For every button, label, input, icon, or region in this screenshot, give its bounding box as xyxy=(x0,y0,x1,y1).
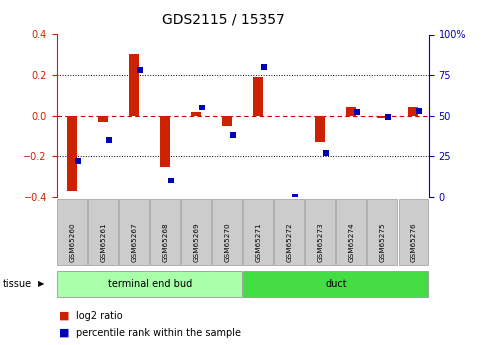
Bar xyxy=(181,199,211,265)
Bar xyxy=(337,199,366,265)
Text: GSM65272: GSM65272 xyxy=(286,222,292,262)
Bar xyxy=(292,194,298,199)
Bar xyxy=(129,54,139,116)
Bar xyxy=(244,270,428,297)
Bar xyxy=(106,137,111,143)
Bar xyxy=(261,64,267,70)
Text: ■: ■ xyxy=(59,328,70,338)
Bar xyxy=(199,105,205,110)
Text: GSM65273: GSM65273 xyxy=(317,222,323,262)
Bar xyxy=(354,109,360,115)
Bar xyxy=(306,199,335,265)
Bar xyxy=(367,199,397,265)
Bar xyxy=(57,199,87,265)
Text: ▶: ▶ xyxy=(38,279,44,288)
Bar xyxy=(57,270,242,297)
Bar xyxy=(316,116,325,142)
Text: GSM65271: GSM65271 xyxy=(255,222,261,262)
Bar xyxy=(212,199,242,265)
Text: percentile rank within the sample: percentile rank within the sample xyxy=(76,328,242,338)
Text: log2 ratio: log2 ratio xyxy=(76,311,123,321)
Text: GSM65275: GSM65275 xyxy=(380,222,386,262)
Bar xyxy=(160,116,170,167)
Text: GSM65267: GSM65267 xyxy=(131,222,137,262)
Bar xyxy=(378,116,387,118)
Text: GDS2115 / 15357: GDS2115 / 15357 xyxy=(162,12,284,26)
Bar xyxy=(230,132,236,138)
Bar xyxy=(385,114,391,120)
Bar xyxy=(119,199,149,265)
Bar xyxy=(67,116,77,190)
Text: GSM65260: GSM65260 xyxy=(69,222,75,262)
Text: GSM65269: GSM65269 xyxy=(193,222,199,262)
Text: GSM65276: GSM65276 xyxy=(410,222,417,262)
Text: GSM65270: GSM65270 xyxy=(224,222,230,262)
Bar xyxy=(408,108,419,116)
Bar xyxy=(244,199,273,265)
Bar xyxy=(222,116,232,126)
Text: GSM65261: GSM65261 xyxy=(100,222,106,262)
Bar xyxy=(75,158,80,164)
Text: GSM65268: GSM65268 xyxy=(162,222,168,262)
Bar xyxy=(98,116,108,122)
Bar xyxy=(275,199,304,265)
Text: terminal end bud: terminal end bud xyxy=(107,279,192,289)
Bar xyxy=(323,150,329,156)
Text: ■: ■ xyxy=(59,311,70,321)
Bar xyxy=(168,178,174,183)
Bar xyxy=(398,199,428,265)
Bar xyxy=(416,108,422,114)
Bar xyxy=(347,108,356,116)
Bar xyxy=(137,67,142,73)
Bar xyxy=(191,111,201,116)
Text: duct: duct xyxy=(325,279,347,289)
Text: tissue: tissue xyxy=(2,279,32,289)
Text: GSM65274: GSM65274 xyxy=(349,222,354,262)
Bar xyxy=(253,77,263,116)
Bar xyxy=(150,199,180,265)
Bar xyxy=(88,199,118,265)
